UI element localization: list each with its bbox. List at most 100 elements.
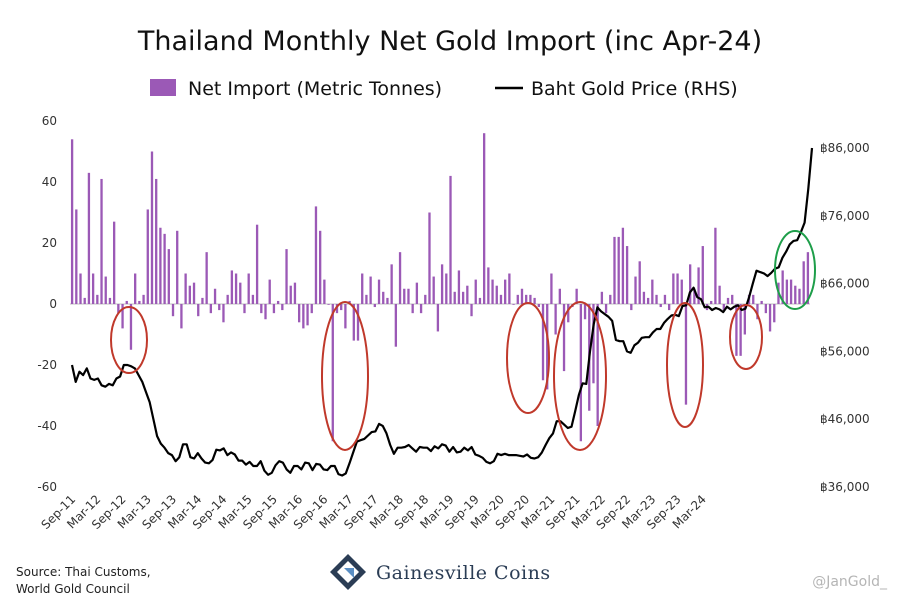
net-import-bar (159, 227, 162, 304)
net-import-bar (424, 294, 427, 304)
net-import-bar (356, 304, 360, 341)
net-import-bar (638, 261, 641, 304)
net-import-bar (667, 304, 671, 311)
net-import-bar (735, 304, 738, 356)
net-import-bar (386, 297, 389, 304)
y-axis-left: 60 40 20 0 -20 -40 -60 (37, 114, 57, 494)
net-import-bar (533, 297, 536, 304)
x-axis: Sep-11Mar-12Sep-12Mar-13Sep-13Mar-14Sep-… (38, 492, 708, 532)
net-import-bar (91, 273, 95, 304)
y-right-tick-label: ฿86,000 (820, 141, 870, 155)
net-import-bar (155, 178, 158, 304)
net-import-bar (583, 304, 587, 320)
net-import-bar (785, 279, 789, 304)
net-import-bar (222, 304, 225, 323)
net-import-bar (293, 282, 297, 304)
net-import-bar (134, 273, 137, 304)
net-import-bar (499, 294, 503, 304)
source-note: Source: Thai Customs, World Gold Council (16, 565, 151, 596)
net-import-bar (630, 304, 633, 311)
net-import-bar (297, 304, 301, 323)
net-import-bar (440, 264, 444, 304)
net-import-bar (239, 282, 242, 304)
net-import-bar (419, 304, 423, 314)
net-import-bar (138, 300, 141, 304)
net-import-bar (432, 276, 435, 304)
y-left-tick-label: 20 (42, 236, 57, 250)
net-import-bar (466, 285, 469, 304)
net-import-bar (234, 273, 238, 304)
net-import-bar (739, 304, 742, 356)
net-import-bar (369, 276, 372, 304)
net-import-bar (428, 212, 431, 304)
net-import-bar (802, 261, 805, 304)
source-line-2: World Gold Council (16, 582, 130, 596)
net-import-bar (474, 279, 477, 304)
net-import-bar (150, 151, 154, 304)
net-import-bar (108, 297, 112, 304)
net-import-bar (613, 236, 616, 304)
net-import-bar (79, 273, 82, 304)
net-import-bar (83, 297, 86, 304)
net-import-bar (180, 304, 183, 329)
net-import-bar (562, 304, 566, 372)
net-import-bar (209, 304, 213, 314)
net-import-bar (676, 273, 679, 304)
net-import-bar (487, 267, 490, 304)
net-import-bar (655, 294, 658, 304)
net-import-bar (176, 230, 179, 304)
net-import-bar (323, 279, 326, 304)
net-import-bar (646, 297, 650, 304)
annotation-circle-6 (729, 304, 763, 370)
net-import-bar (516, 294, 519, 304)
net-import-bar (697, 267, 700, 304)
net-import-bar (213, 288, 217, 304)
legend-label-baht-price: Baht Gold Price (RHS) (531, 78, 738, 100)
net-import-bar (625, 246, 629, 304)
net-import-bar (205, 252, 208, 304)
net-import-bar (96, 294, 99, 304)
source-line-1: Source: Thai Customs, (16, 565, 151, 579)
net-import-bar (365, 294, 368, 304)
net-import-bar (218, 304, 221, 311)
net-import-bar (575, 288, 578, 304)
net-import-bar (302, 304, 305, 329)
brand-logo: Gainesville Coins (330, 554, 551, 590)
net-import-bar (806, 252, 810, 304)
brand-name: Gainesville Coins (376, 562, 551, 584)
net-import-bar (642, 291, 646, 304)
net-import-bar (382, 291, 385, 304)
net-import-bar (529, 294, 532, 304)
y-left-tick-label: 0 (49, 297, 57, 311)
net-import-bar (798, 288, 801, 304)
net-import-bar (693, 288, 696, 304)
net-import-bar (340, 304, 343, 311)
net-import-bar (470, 304, 473, 317)
annotation-circle-3 (506, 302, 550, 414)
net-import-bar (201, 297, 204, 304)
y-axis-right: ฿86,000 ฿76,000 ฿66,000 ฿56,000 ฿46,000 ฿36,0… (820, 141, 870, 494)
net-import-bar (75, 209, 78, 304)
author-handle: @JanGold_ (812, 574, 888, 590)
net-import-bar (600, 291, 604, 304)
net-import-bar (525, 294, 528, 304)
net-import-bar (609, 294, 612, 304)
annotation-circle-4 (553, 301, 607, 451)
net-import-bar (768, 304, 772, 332)
net-import-bar (495, 285, 498, 304)
brand-mark-icon (330, 554, 366, 590)
net-import-bar (285, 249, 288, 304)
net-import-bar (327, 304, 330, 305)
net-import-bar (146, 209, 149, 304)
net-import-bar (70, 139, 74, 304)
net-import-bar (760, 300, 763, 304)
net-import-bar (684, 304, 688, 405)
net-import-bar (731, 294, 734, 304)
net-import-bar (390, 264, 393, 304)
chart-title: Thailand Monthly Net Gold Import (inc Ap… (137, 26, 762, 57)
net-import-bar (272, 304, 276, 314)
net-import-bar (361, 273, 364, 304)
net-import-bar (449, 175, 452, 304)
net-import-bar (672, 273, 675, 304)
